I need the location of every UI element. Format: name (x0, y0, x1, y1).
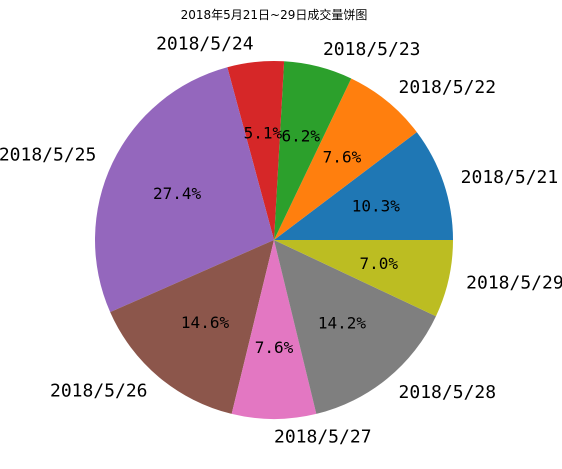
slice-category-label: 2018/5/27 (274, 426, 372, 447)
slice-category-label: 2018/5/24 (156, 34, 254, 55)
slice-percent-label: 6.2% (281, 126, 320, 145)
pie-slice-2018-5-22 (274, 78, 417, 241)
pie-labels: 2018/5/21 10.3% 2018/5/22 7.6% 2018/5/23 6.2%… (0, 34, 562, 448)
slice-category-label: 2018/5/23 (323, 39, 421, 60)
slice-percent-label: 27.4% (153, 184, 202, 203)
slice-percent-label: 5.1% (244, 124, 283, 143)
slice-category-label: 2018/5/26 (50, 380, 148, 401)
pie-slice-2018-5-27 (231, 240, 317, 419)
slice-percent-label: 7.6% (323, 147, 362, 166)
pie-slice-2018-5-24 (227, 61, 285, 240)
pie-slice-2018-5-25 (94, 67, 275, 313)
slice-category-label: 2018/5/21 (461, 167, 559, 188)
slice-percent-label: 7.0% (360, 254, 399, 273)
slice-category-label: 2018/5/22 (399, 77, 497, 98)
slice-category-label: 2018/5/29 (466, 272, 562, 293)
pie-slices (94, 61, 453, 419)
chart-title: 2018年5月21日~29日成交量饼图 (181, 7, 368, 22)
pie-slice-2018-5-23 (274, 61, 352, 240)
slice-percent-label: 7.6% (255, 338, 294, 357)
slice-percent-label: 14.6% (181, 313, 230, 332)
slice-category-label: 2018/5/25 (0, 145, 96, 166)
pie-slice-2018-5-29 (274, 240, 453, 317)
pie-slice-2018-5-26 (110, 240, 274, 414)
slice-percent-label: 14.2% (318, 314, 367, 333)
pie-slice-2018-5-28 (274, 240, 436, 414)
slice-category-label: 2018/5/28 (399, 382, 497, 403)
pie-slice-2018-5-21 (274, 132, 453, 240)
slice-percent-label: 10.3% (352, 196, 401, 215)
